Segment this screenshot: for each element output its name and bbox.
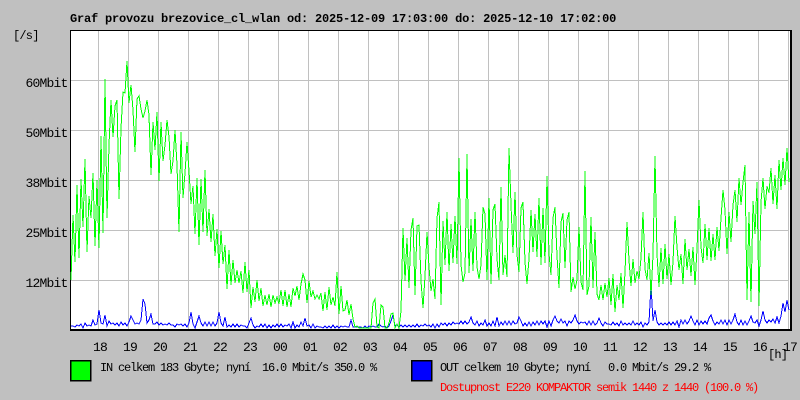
svg-text:IN celkem 183 Gbyte; nyní 16.: IN celkem 183 Gbyte; nyní 16.0 Mbit/s 35… — [100, 361, 378, 375]
svg-text:16: 16 — [753, 340, 767, 355]
svg-text:11: 11 — [603, 340, 618, 355]
svg-text:14: 14 — [693, 340, 708, 355]
svg-text:23: 23 — [243, 340, 257, 355]
svg-text:Dostupnost E220 KOMPAKTOR semi: Dostupnost E220 KOMPAKTOR semik 1440 z 1… — [440, 381, 758, 395]
svg-text:[/s]: [/s] — [13, 29, 39, 43]
svg-text:06: 06 — [453, 340, 467, 355]
svg-text:[h]: [h] — [768, 348, 787, 362]
svg-text:OUT celkem 10 Gbyte; nyní 0.: OUT celkem 10 Gbyte; nyní 0.0 Mbit/s 29.… — [440, 361, 712, 375]
svg-text:17: 17 — [783, 340, 797, 355]
svg-text:18: 18 — [93, 340, 107, 355]
svg-text:12: 12 — [633, 340, 647, 355]
svg-text:10: 10 — [573, 340, 587, 355]
svg-text:00: 00 — [273, 340, 287, 355]
svg-text:50Mbit: 50Mbit — [25, 126, 67, 141]
svg-text:13: 13 — [663, 340, 677, 355]
svg-text:07: 07 — [483, 340, 497, 355]
svg-text:20: 20 — [153, 340, 167, 355]
svg-text:12Mbit: 12Mbit — [25, 276, 67, 291]
svg-text:Graf provozu brezovice_cl_wlan: Graf provozu brezovice_cl_wlan od: 2025-… — [70, 12, 616, 26]
svg-text:21: 21 — [183, 340, 198, 355]
svg-text:22: 22 — [213, 340, 227, 355]
svg-text:25Mbit: 25Mbit — [25, 226, 67, 241]
svg-text:03: 03 — [363, 340, 377, 355]
svg-text:08: 08 — [513, 340, 527, 355]
svg-text:04: 04 — [393, 340, 408, 355]
svg-text:38Mbit: 38Mbit — [25, 176, 67, 191]
svg-text:19: 19 — [123, 340, 137, 355]
svg-text:60Mbit: 60Mbit — [25, 76, 67, 91]
svg-text:01: 01 — [303, 340, 318, 355]
svg-text:15: 15 — [723, 340, 737, 355]
svg-text:09: 09 — [543, 340, 557, 355]
svg-text:05: 05 — [423, 340, 437, 355]
svg-text:02: 02 — [333, 340, 347, 355]
